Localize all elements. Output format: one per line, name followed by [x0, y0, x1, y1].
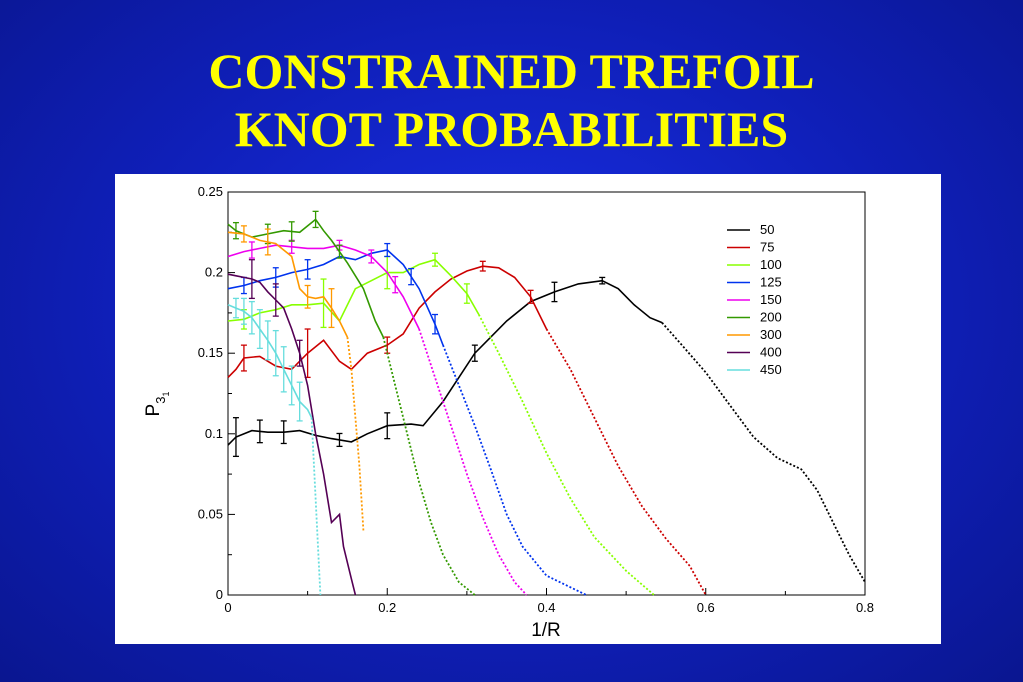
series-150 [227, 239, 528, 596]
series-line-100 [227, 258, 480, 323]
chart-panel: 0 0.2 0.4 0.6 0.8 0 0.05 0.1 0.15 0.2 0.25 50 75 100… [115, 174, 941, 644]
y-tick-label: 0.2 [205, 265, 223, 280]
y-tick-label: 0.05 [198, 506, 223, 521]
legend-label-150: 150 [760, 292, 782, 307]
series-450 [227, 297, 322, 596]
series-400 [227, 259, 357, 596]
y-axis-label: P31 [143, 392, 171, 417]
series-50 [227, 276, 866, 583]
series-75 [227, 260, 707, 596]
legend-label-450: 450 [760, 362, 782, 377]
series-extrapolation-300 [346, 336, 365, 531]
series-line-400 [227, 273, 357, 596]
series-100 [227, 252, 655, 596]
legend-label-125: 125 [760, 275, 782, 290]
y-axis-label-subsub: 1 [161, 392, 171, 397]
series-200 [227, 210, 476, 596]
x-tick-label: 0 [224, 600, 231, 615]
legend-label-100: 100 [760, 257, 782, 272]
legend-label-300: 300 [760, 327, 782, 342]
x-tick-label: 0.6 [697, 600, 715, 615]
series-extrapolation-150 [418, 328, 528, 596]
y-tick-label: 0.25 [198, 184, 223, 199]
svg-text:P31: P31 [143, 392, 171, 417]
series-line-150 [227, 244, 420, 330]
series-extrapolation-125 [442, 344, 587, 596]
series-extrapolation-450 [310, 417, 322, 596]
line-chart: 0 0.2 0.4 0.6 0.8 0 0.05 0.1 0.15 0.2 0.25 50 75 100… [143, 184, 874, 641]
series-extrapolation-75 [545, 328, 707, 596]
legend-label-200: 200 [760, 310, 782, 325]
series-125 [227, 242, 587, 596]
y-axis-label-sub: 3 [153, 397, 168, 404]
y-tick-label: 0.15 [198, 345, 223, 360]
series-extrapolation-200 [382, 336, 476, 596]
y-tick-label: 0 [216, 587, 223, 602]
y-tick-label: 0.1 [205, 426, 223, 441]
series-line-75 [227, 265, 548, 378]
series-line-50 [227, 279, 663, 446]
x-axis-label: 1/R [531, 620, 561, 641]
series-line-300 [227, 231, 349, 338]
series-extrapolation-100 [477, 314, 655, 596]
y-axis-label-main: P [143, 404, 164, 417]
series-300 [227, 225, 365, 531]
x-tick-label: 0.8 [856, 600, 874, 615]
legend-label-50: 50 [760, 222, 774, 237]
title-line-1: CONSTRAINED TREFOIL [208, 43, 815, 99]
title-line-2: KNOT PROBABILITIES [234, 101, 789, 157]
series-line-450 [227, 304, 313, 419]
x-tick-label: 0.2 [378, 600, 396, 615]
legend-label-75: 75 [760, 240, 774, 255]
slide-title: CONSTRAINED TREFOIL KNOT PROBABILITIES [0, 42, 1023, 158]
legend-label-400: 400 [760, 345, 782, 360]
x-tick-label: 0.4 [537, 600, 555, 615]
